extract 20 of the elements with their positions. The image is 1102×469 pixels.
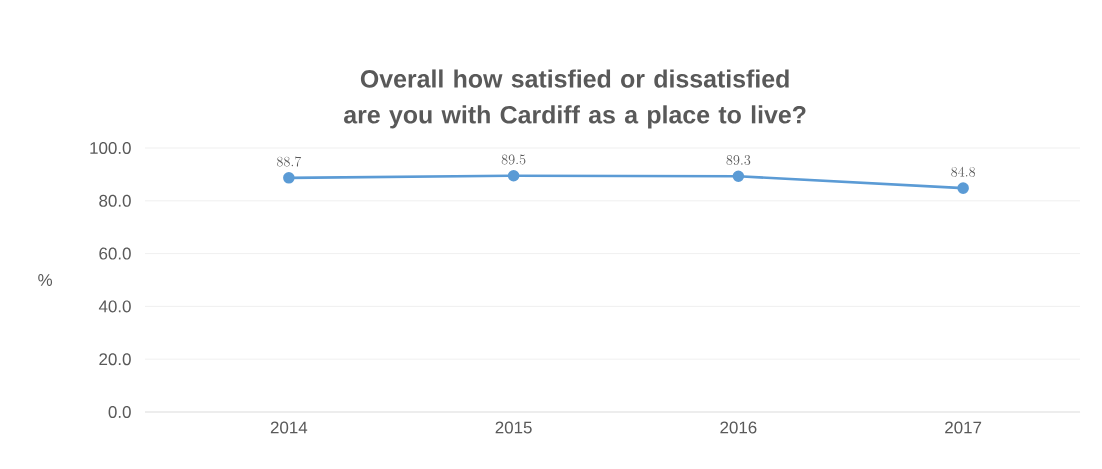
y-tick-label: 80.0 [99, 194, 131, 207]
point [507, 169, 520, 182]
x-tick-label: 2015 [495, 421, 532, 434]
x-tick-label: 2014 [270, 421, 308, 434]
y-tick-label: 20.0 [99, 353, 131, 366]
data-label: 84.8 [951, 166, 976, 177]
data-label: 88.7 [276, 156, 302, 167]
chart-title: Overall how satisfied or dissatisfied are you with Cardiff as a place to live? [344, 69, 806, 129]
y-tick-label: 0.0 [108, 406, 131, 418]
x-tick-label: 2017 [945, 421, 982, 434]
y-axis-title: % [38, 274, 53, 286]
point [957, 182, 969, 194]
y-tick-label: 40.0 [98, 300, 131, 313]
y-tick-label: 60.0 [99, 247, 131, 260]
y-tick-label: 100.0 [90, 142, 131, 154]
data-label: 89.5 [501, 154, 526, 165]
point [732, 170, 745, 183]
x-tick-label: 2016 [720, 421, 757, 434]
point [283, 172, 295, 184]
data-label: 89.3 [726, 155, 751, 165]
